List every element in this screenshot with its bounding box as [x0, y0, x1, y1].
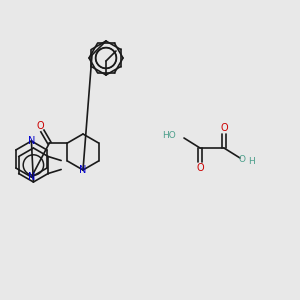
Text: N: N: [28, 172, 35, 182]
Text: N: N: [28, 136, 35, 146]
Text: O: O: [220, 123, 228, 133]
Text: O: O: [37, 121, 44, 131]
Text: O: O: [196, 163, 204, 173]
Text: O: O: [238, 154, 245, 164]
Text: N: N: [79, 165, 87, 175]
Text: H: H: [248, 157, 255, 166]
Text: HO: HO: [162, 130, 176, 140]
